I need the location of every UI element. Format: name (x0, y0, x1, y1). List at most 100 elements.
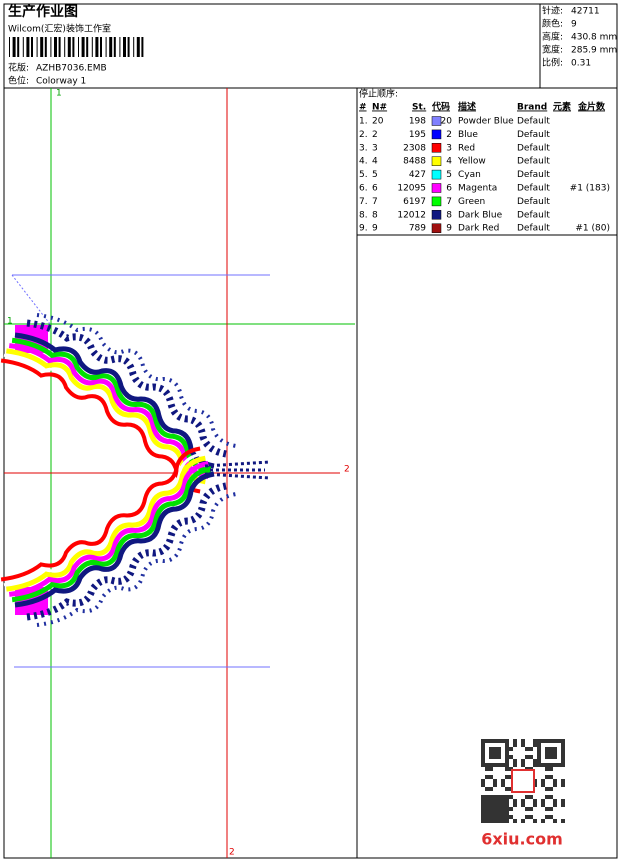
qr-cell (537, 747, 541, 751)
qr-cell (557, 763, 561, 767)
bar (91, 37, 93, 57)
qr-cell (481, 783, 485, 787)
seq: 1. (359, 117, 368, 127)
leaves (26, 482, 227, 621)
qr-logo (511, 769, 535, 793)
qr-cell (545, 755, 549, 759)
qr-cell (493, 739, 497, 743)
column-header: 代码 (431, 101, 450, 113)
qr-cell (549, 751, 553, 755)
qr-cell (481, 755, 485, 759)
qr-cell (545, 751, 549, 755)
qr-cell (525, 747, 529, 751)
brand: Default (517, 197, 550, 207)
bar (12, 37, 16, 57)
swatch (431, 210, 442, 220)
barcode (9, 37, 144, 57)
seq: 5. (359, 170, 368, 180)
qr-cell (501, 779, 505, 783)
qr-cell (485, 775, 489, 779)
qr-cell (561, 759, 565, 763)
band (11, 337, 212, 474)
bar (81, 37, 85, 57)
qr-cell (493, 779, 497, 783)
qr-cell (485, 811, 489, 815)
stitches: 6197 (403, 197, 426, 207)
bar (78, 37, 79, 57)
qr-cell (545, 815, 549, 819)
bar (133, 37, 135, 57)
band (14, 471, 215, 608)
qr-cell (529, 795, 533, 799)
qr-cell (537, 739, 541, 743)
qr-cell (505, 751, 509, 755)
qr-cell (549, 787, 553, 791)
description: Powder Blue (458, 117, 514, 127)
qr-cell (525, 795, 529, 799)
stat-value: 42711 (571, 7, 600, 17)
qr-cell (489, 751, 493, 755)
qr-cell (501, 803, 505, 807)
qr-cell (549, 739, 553, 743)
qr-cell (545, 807, 549, 811)
qr-cell (505, 767, 509, 771)
qr-cell (509, 815, 513, 819)
qr-cell (513, 763, 517, 767)
qr-cell (489, 815, 493, 819)
qr-cell (485, 807, 489, 811)
band (0, 358, 201, 494)
brand: Default (517, 210, 550, 220)
qr-cell (509, 807, 513, 811)
qr-cell (545, 795, 549, 799)
bar (109, 37, 113, 57)
qr-cell (545, 787, 549, 791)
seq: 4. (359, 157, 368, 167)
qr-cell (509, 795, 513, 799)
qr-cell (521, 799, 525, 803)
qr-cell (497, 755, 501, 759)
leaves (36, 492, 237, 627)
qr-cell (509, 755, 513, 759)
qr-cell (553, 755, 557, 759)
band (11, 466, 212, 603)
bar (72, 37, 75, 57)
bar (100, 37, 102, 57)
band (8, 343, 209, 480)
qr-cell (553, 739, 557, 743)
qr-cell (481, 815, 485, 819)
column-header: 描述 (458, 101, 476, 113)
qr-cell (529, 815, 533, 819)
bar (58, 37, 61, 57)
qr-cell (505, 775, 509, 779)
stat-value: 9 (571, 20, 577, 30)
qr-cell (493, 815, 497, 819)
qr-cell (481, 743, 485, 747)
bar (22, 37, 24, 57)
stat-label: 针迹: (542, 5, 563, 17)
description: Green (458, 197, 485, 207)
qr-cell (537, 759, 541, 763)
guide-label: 2 (229, 848, 235, 858)
qr-cell (545, 763, 549, 767)
guide-label: 2 (344, 465, 350, 475)
qr-cell (549, 807, 553, 811)
bar (113, 37, 116, 57)
design-label: 花版: (8, 62, 29, 74)
bar (36, 37, 38, 57)
qr-cell (481, 807, 485, 811)
qr-cell (481, 763, 485, 767)
qr-cell (513, 819, 517, 823)
qr-cell (489, 767, 493, 771)
qr-cell (561, 755, 565, 759)
column-header: St. (412, 103, 426, 113)
qr-cell (513, 803, 517, 807)
sequins: #1 (80) (575, 224, 610, 234)
qr-cell (521, 763, 525, 767)
brand: Default (517, 130, 550, 140)
qr-cell (521, 819, 525, 823)
qr-cell (489, 763, 493, 767)
column-header: 元素 (553, 101, 571, 113)
needle: 8 (372, 210, 378, 220)
qr-cell (501, 763, 505, 767)
stat-label: 宽度: (542, 44, 563, 56)
